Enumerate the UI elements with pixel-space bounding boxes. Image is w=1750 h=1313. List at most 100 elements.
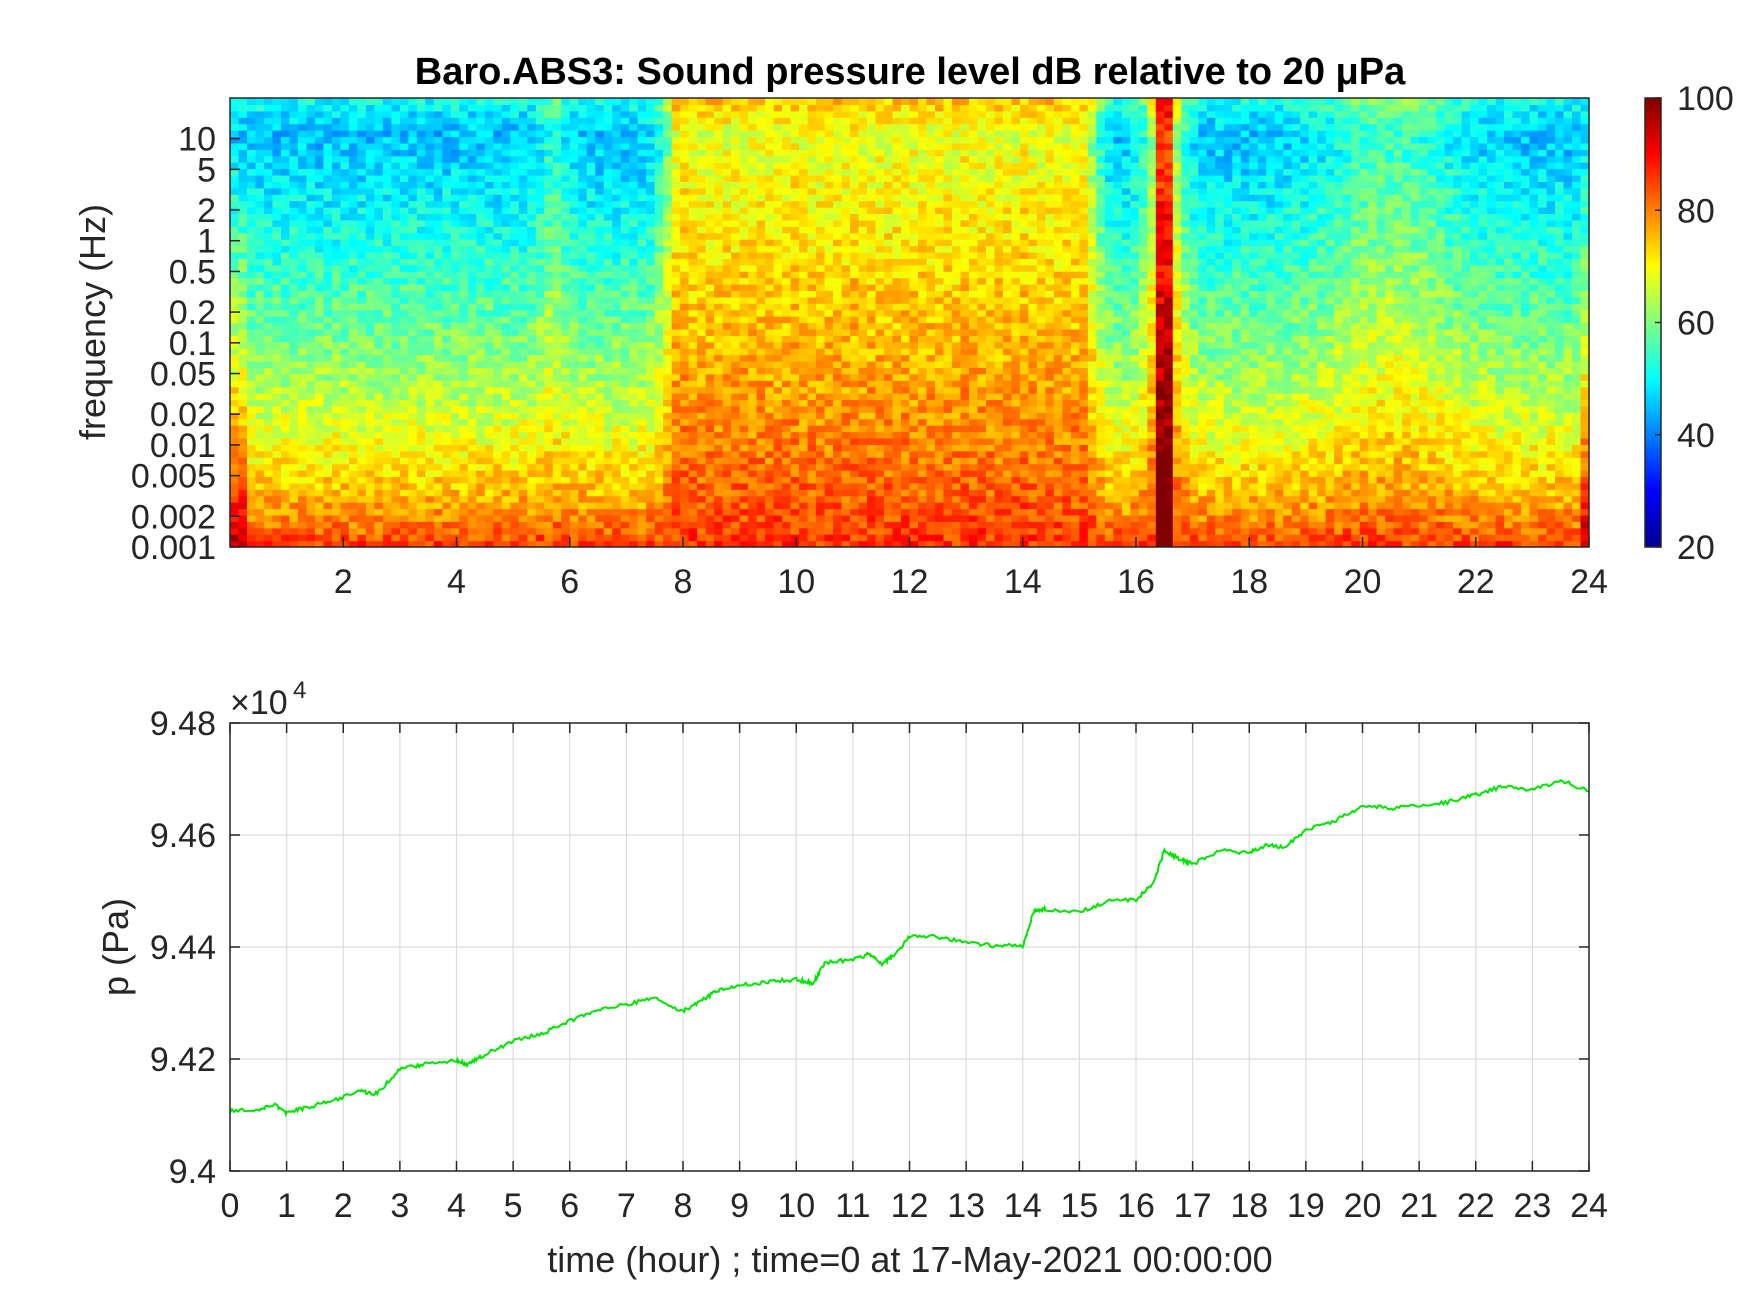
heatmap-cell <box>272 219 282 227</box>
heatmap-cell <box>773 437 783 445</box>
heatmap-cell <box>552 98 562 106</box>
heatmap-cell <box>799 271 809 279</box>
heatmap-cell <box>612 476 622 484</box>
heatmap-cell <box>816 98 826 106</box>
heatmap-cell <box>450 226 460 234</box>
heatmap-cell <box>663 399 673 407</box>
heatmap-cell <box>790 393 800 401</box>
heatmap-cell <box>697 393 707 401</box>
heatmap-cell <box>705 277 715 285</box>
heatmap-cell <box>230 418 240 426</box>
heatmap-cell <box>450 508 460 516</box>
heatmap-cell <box>697 316 707 324</box>
heatmap-cell <box>603 495 613 503</box>
heatmap-cell <box>816 207 826 215</box>
heatmap-cell <box>535 219 545 227</box>
heatmap-cell <box>765 495 775 503</box>
heatmap-cell <box>518 502 528 510</box>
heatmap-cell <box>807 431 817 439</box>
heatmap-cell <box>374 200 384 208</box>
heatmap-cell <box>510 264 520 272</box>
heatmap-cell <box>799 437 809 445</box>
heatmap-cell <box>824 431 834 439</box>
heatmap-cell <box>739 373 749 381</box>
heatmap-cell <box>748 405 758 413</box>
heatmap-cell <box>391 328 401 336</box>
heatmap-cell <box>671 354 681 362</box>
heatmap-cell <box>603 149 613 157</box>
heatmap-cell <box>280 149 291 157</box>
heatmap-cell <box>773 425 783 433</box>
heatmap-cell <box>578 521 588 529</box>
heatmap-cell <box>476 514 486 522</box>
heatmap-cell <box>756 117 766 125</box>
heatmap-cell <box>289 245 299 253</box>
heatmap-cell <box>382 271 392 279</box>
heatmap-cell <box>603 187 613 195</box>
heatmap-cell <box>688 168 698 176</box>
heatmap-cell <box>816 341 826 349</box>
heatmap-cell <box>314 104 325 112</box>
heatmap-cell <box>552 290 562 298</box>
heatmap-cell <box>272 360 282 368</box>
heatmap-cell <box>467 360 477 368</box>
heatmap-cell <box>705 534 715 542</box>
heatmap-cell <box>544 495 554 503</box>
heatmap-cell <box>314 341 325 349</box>
heatmap-cell <box>816 360 826 368</box>
heatmap-cell <box>425 534 435 542</box>
heatmap-cell <box>382 155 392 163</box>
heatmap-cell <box>824 98 834 106</box>
heatmap-cell <box>289 341 299 349</box>
heatmap-cell <box>697 149 707 157</box>
heatmap-cell <box>765 335 775 343</box>
heatmap-cell <box>705 110 715 118</box>
heatmap-cell <box>484 418 494 426</box>
heatmap-cell <box>646 527 656 535</box>
heatmap-cell <box>272 367 282 375</box>
heatmap-cell <box>246 110 257 118</box>
heatmap-cell <box>807 194 817 202</box>
heatmap-cell <box>501 354 511 362</box>
heatmap-cell <box>357 380 367 388</box>
heatmap-cell <box>433 187 443 195</box>
heatmap-cell <box>552 328 562 336</box>
heatmap-cell <box>816 316 826 324</box>
heatmap-cell <box>612 405 622 413</box>
heatmap-cell <box>484 239 494 247</box>
heatmap-cell <box>544 399 554 407</box>
heatmap-cell <box>569 328 579 336</box>
heatmap-cell <box>255 290 265 298</box>
heatmap-cell <box>493 245 503 253</box>
heatmap-cell <box>603 251 613 259</box>
heatmap-cell <box>765 470 775 478</box>
heatmap-cell <box>314 117 325 125</box>
heatmap-cell <box>535 181 545 189</box>
heatmap-cell <box>399 104 409 112</box>
heatmap-cell <box>459 200 469 208</box>
heatmap-cell <box>391 335 401 343</box>
heatmap-cell <box>731 418 741 426</box>
heatmap-cell <box>340 149 350 157</box>
heatmap-cell <box>663 367 673 375</box>
heatmap-cell <box>748 284 758 292</box>
heatmap-cell <box>501 309 511 317</box>
heatmap-cell <box>433 98 443 106</box>
heatmap-cell <box>467 226 477 234</box>
heatmap-cell <box>314 123 325 131</box>
heatmap-cell <box>365 194 375 202</box>
heatmap-cell <box>714 399 724 407</box>
heatmap-cell <box>765 399 775 407</box>
heatmap-cell <box>603 437 613 445</box>
heatmap-cell <box>459 527 469 535</box>
heatmap-cell <box>765 412 775 420</box>
heatmap-cell <box>306 226 316 234</box>
heatmap-cell <box>603 373 613 381</box>
heatmap-cell <box>263 399 274 407</box>
heatmap-cell <box>323 322 333 330</box>
heatmap-cell <box>501 482 511 490</box>
heatmap-cell <box>331 508 342 516</box>
heatmap-cell <box>323 245 333 253</box>
heatmap-cell <box>238 117 248 125</box>
heatmap-cell <box>484 470 494 478</box>
